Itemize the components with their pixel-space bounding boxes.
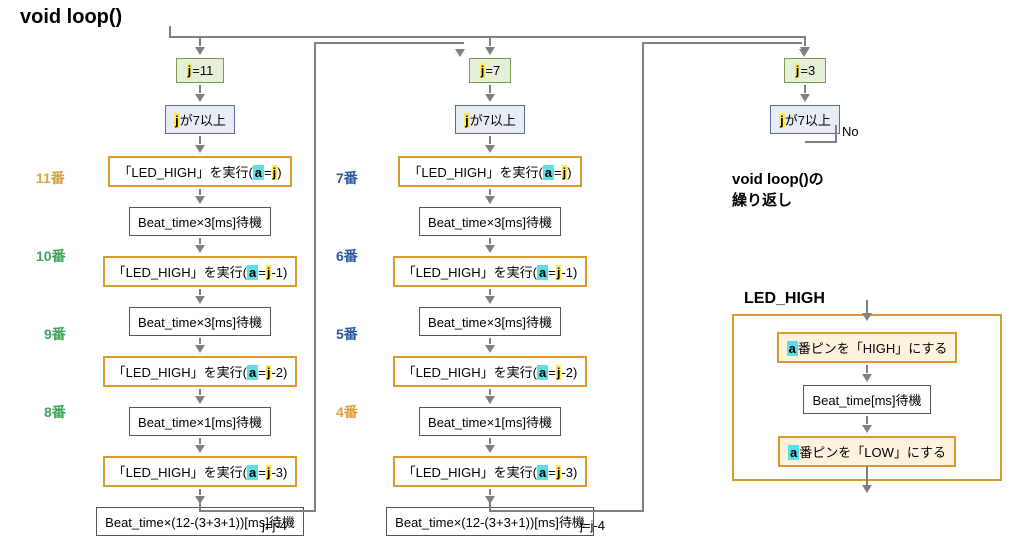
ledhigh-title: LED_HIGH (744, 290, 825, 308)
ledhigh-step1: a番ピンを「HIGH」にする (777, 332, 958, 363)
column-2: j=7 jが7以上 Yes 「LED_HIGH」を実行(a=j) Beat_ti… (350, 36, 630, 538)
col2-step2: Beat_time×3[ms]待機 (419, 207, 561, 236)
col1-step4: Beat_time×3[ms]待機 (129, 307, 271, 336)
column-1: j=11 jが7以上 Yes 「LED_HIGH」を実行(a=j) Beat_t… (60, 36, 340, 538)
col1-step3: 「LED_HIGH」を実行(a=j-1) (103, 256, 298, 287)
col3-after: void loop()の繰り返し (732, 168, 824, 210)
col1-step6: Beat_time×1[ms]待機 (129, 407, 271, 436)
col1-label-9: 9番 (44, 324, 66, 344)
col2-step5: 「LED_HIGH」を実行(a=j-2) (393, 356, 588, 387)
col1-bottom: j=j-4 (262, 518, 287, 533)
col2-step4: Beat_time×3[ms]待機 (419, 307, 561, 336)
col1-label-8: 8番 (44, 402, 66, 422)
col2-init: j=7 (469, 58, 511, 83)
ledhigh-box: a番ピンを「HIGH」にする Beat_time[ms]待機 a番ピンを「LOW… (732, 314, 1002, 481)
col3-no: No (842, 124, 859, 139)
page-title: void loop() (20, 6, 122, 29)
col1-step5: 「LED_HIGH」を実行(a=j-2) (103, 356, 298, 387)
col1-cond: jが7以上 (165, 105, 235, 134)
ledhigh-step3: a番ピンを「LOW」にする (778, 436, 956, 467)
col1-step2: Beat_time×3[ms]待機 (129, 207, 271, 236)
col2-label-4: 4番 (336, 402, 358, 422)
col2-step3: 「LED_HIGH」を実行(a=j-1) (393, 256, 588, 287)
col2-label-7: 7番 (336, 168, 358, 188)
col1-label-11: 11番 (36, 168, 65, 188)
col3-init: j=3 (784, 58, 826, 83)
col1-step1: 「LED_HIGH」を実行(a=j) (108, 156, 291, 187)
ledhigh-step2: Beat_time[ms]待機 (803, 385, 930, 414)
col2-bottom: j=j-4 (580, 518, 605, 533)
col2-step7: 「LED_HIGH」を実行(a=j-3) (393, 456, 588, 487)
col2-label-5: 5番 (336, 324, 358, 344)
col2-label-6: 6番 (336, 246, 358, 266)
col1-init: j=11 (176, 58, 225, 83)
column-3: j=3 jが7以上 (735, 36, 875, 136)
col1-step7: 「LED_HIGH」を実行(a=j-3) (103, 456, 298, 487)
col2-step1: 「LED_HIGH」を実行(a=j) (398, 156, 581, 187)
col2-step6: Beat_time×1[ms]待機 (419, 407, 561, 436)
col3-cond: jが7以上 (770, 105, 840, 134)
col2-cond: jが7以上 (455, 105, 525, 134)
col1-label-10: 10番 (36, 246, 66, 266)
